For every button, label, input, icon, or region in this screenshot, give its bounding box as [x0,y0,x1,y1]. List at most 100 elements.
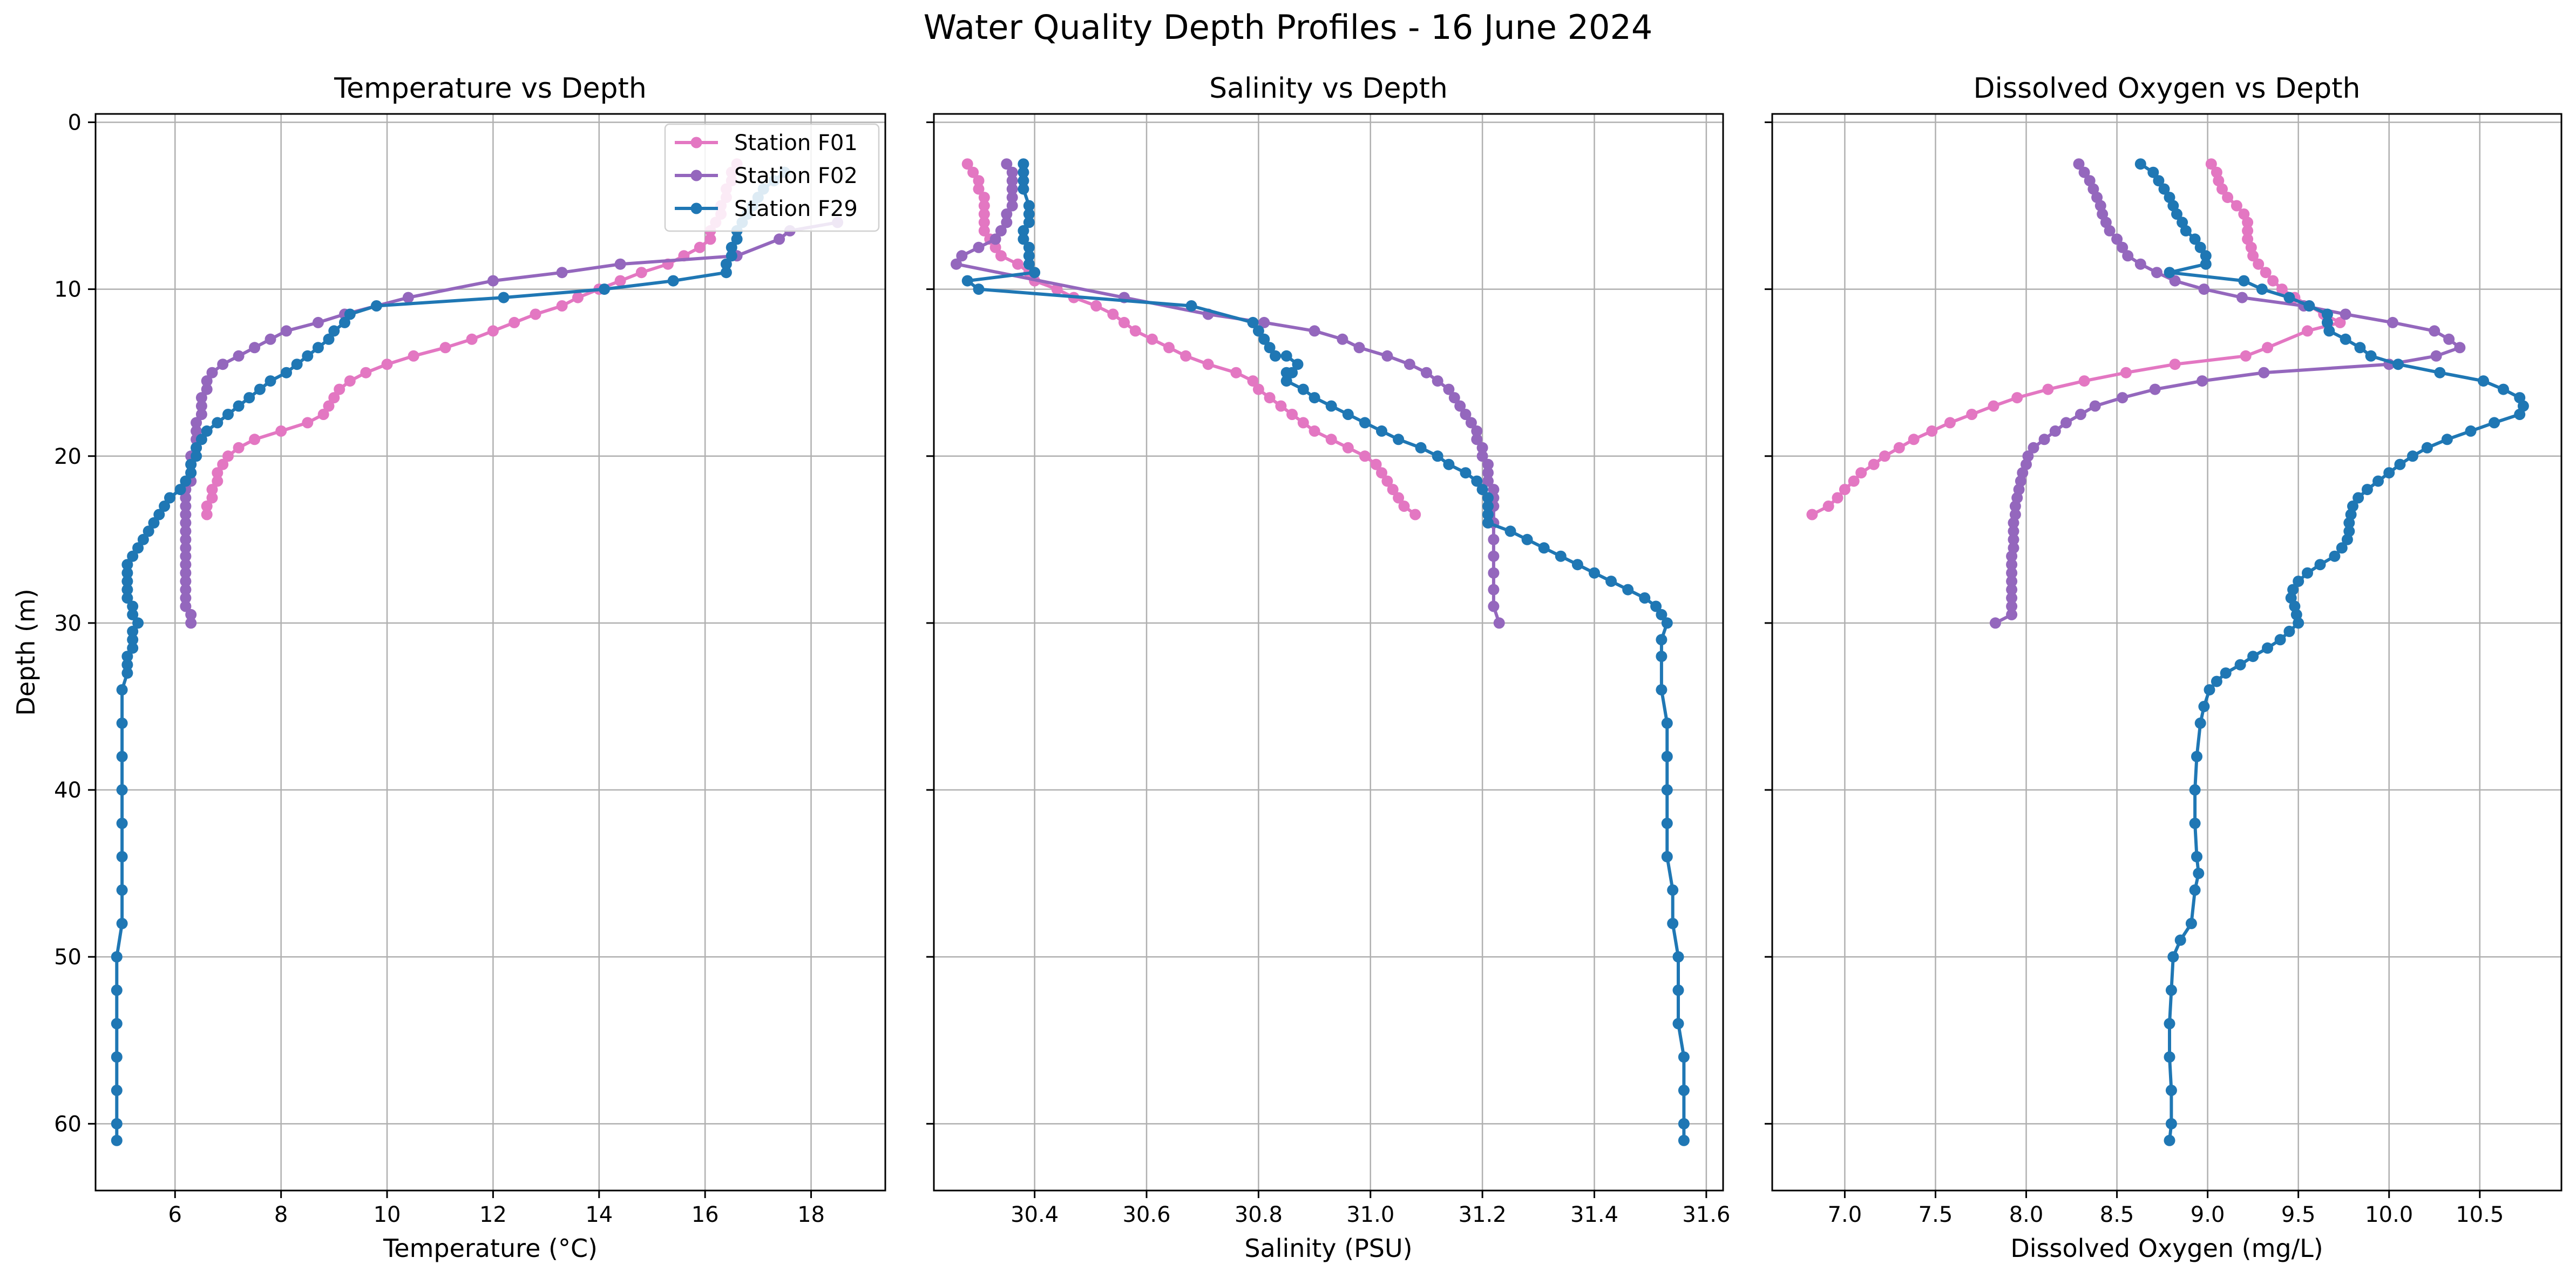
data-point-station-f29 [2329,550,2341,562]
data-point-station-f02 [1488,533,1500,545]
data-point-station-f29 [1504,525,1516,537]
data-point-station-f29 [2189,784,2201,796]
data-point-station-f02 [2111,233,2123,245]
x-tick-label: 12 [479,1202,507,1227]
data-point-station-f29 [2465,425,2477,437]
data-point-station-f01 [2334,316,2346,328]
x-tick-label: 31.6 [1682,1202,1730,1227]
data-point-station-f01 [2242,225,2254,236]
data-point-station-f02 [180,517,192,529]
data-point-station-f02 [1460,409,1472,420]
data-point-station-f29 [111,1018,123,1030]
y-tick-label: 40 [54,778,82,803]
data-point-station-f29 [148,517,160,529]
y-tick-label: 60 [54,1112,82,1137]
data-point-station-f01 [2302,325,2313,337]
data-point-station-f29 [1482,501,1494,512]
data-point-station-f02 [556,267,568,279]
data-point-station-f29 [2354,342,2366,354]
data-point-station-f29 [164,492,175,504]
data-point-station-f29 [2153,175,2165,187]
data-point-station-f29 [174,484,186,496]
plot-frame [1771,113,2563,1192]
data-point-station-f01 [206,492,218,504]
data-point-station-f01 [530,308,541,320]
data-point-station-f29 [2262,642,2273,654]
data-point-station-f01 [201,501,213,512]
legend-marker-station-f01 [690,137,702,148]
data-point-station-f01 [509,316,520,328]
data-point-station-f29 [2406,450,2418,462]
data-point-station-f29 [111,1051,123,1063]
data-point-station-f02 [1337,333,1348,345]
data-point-station-f29 [127,642,139,654]
x-tick-label: 14 [585,1202,613,1227]
data-point-station-f29 [2189,233,2201,245]
data-point-station-f02 [180,509,192,520]
data-point-station-f29 [2164,1134,2175,1146]
data-point-station-f02 [2006,600,2018,612]
data-point-station-f29 [328,325,340,337]
data-point-station-f02 [1421,367,1432,378]
data-point-station-f29 [2293,617,2304,629]
data-point-station-f29 [201,425,213,437]
data-point-station-f02 [2149,383,2161,395]
data-point-station-f02 [2073,158,2085,170]
data-point-station-f01 [1988,400,1999,412]
data-point-station-f02 [2008,517,2019,529]
data-point-station-f01 [973,183,985,195]
data-point-station-f02 [1404,359,1415,370]
data-point-station-f29 [1589,567,1600,579]
x-tick-label: 31.2 [1459,1202,1507,1227]
y-tick-label: 10 [54,278,82,302]
panel-temperature-vs-depth: 6 8 10 12 14 16 18 0 10 20 30 40 50 60 Temperature vs … [11,72,886,1263]
data-point-station-f01 [1926,425,1938,437]
data-point-station-f29 [132,617,144,629]
data-point-station-f29 [121,651,133,662]
data-point-station-f29 [599,283,611,295]
panels: 6 8 10 12 14 16 18 0 10 20 30 40 50 60 Temperature vs … [11,72,2563,1263]
data-point-station-f01 [2267,275,2279,287]
data-point-station-f29 [2478,375,2489,387]
data-point-station-f01 [1879,450,1890,462]
data-point-station-f02 [1006,192,1018,204]
plot-frame [94,113,886,1192]
data-point-station-f02 [2006,576,2018,587]
data-point-station-f02 [2006,592,2018,604]
data-point-station-f02 [487,275,499,287]
data-point-station-f01 [1806,509,1818,520]
data-point-station-f02 [951,258,962,270]
data-point-station-f29 [185,467,197,479]
data-point-station-f29 [312,342,324,354]
data-point-station-f29 [1309,392,1320,404]
data-point-station-f01 [2042,383,2054,395]
data-point-station-f29 [2147,166,2159,178]
data-point-station-f01 [1230,367,1242,378]
x-tick-label: 6 [168,1202,182,1227]
data-point-station-f02 [249,342,261,354]
data-point-station-f01 [334,383,345,395]
data-point-station-f01 [2231,200,2242,212]
data-point-station-f29 [1280,375,1292,387]
data-point-station-f29 [1650,600,1662,612]
data-point-station-f01 [2242,217,2254,228]
data-point-station-f29 [1029,267,1041,279]
data-point-station-f02 [180,576,192,587]
data-point-station-f01 [978,200,990,212]
x-tick-label: 16 [692,1202,719,1227]
data-point-station-f02 [1488,567,1500,579]
data-point-station-f02 [2236,292,2248,303]
data-point-station-f02 [1471,425,1483,437]
data-point-station-f01 [1180,350,1192,362]
data-point-station-f29 [726,250,737,262]
data-point-station-f29 [1023,250,1035,262]
data-point-station-f29 [2194,241,2206,253]
data-point-station-f01 [1325,434,1337,445]
data-point-station-f02 [402,292,414,303]
data-point-station-f29 [2165,984,2177,996]
data-point-station-f01 [614,275,626,287]
data-point-station-f02 [180,501,192,512]
data-point-station-f02 [2169,275,2181,287]
data-point-station-f29 [1415,442,1427,454]
data-point-station-f29 [116,851,128,863]
